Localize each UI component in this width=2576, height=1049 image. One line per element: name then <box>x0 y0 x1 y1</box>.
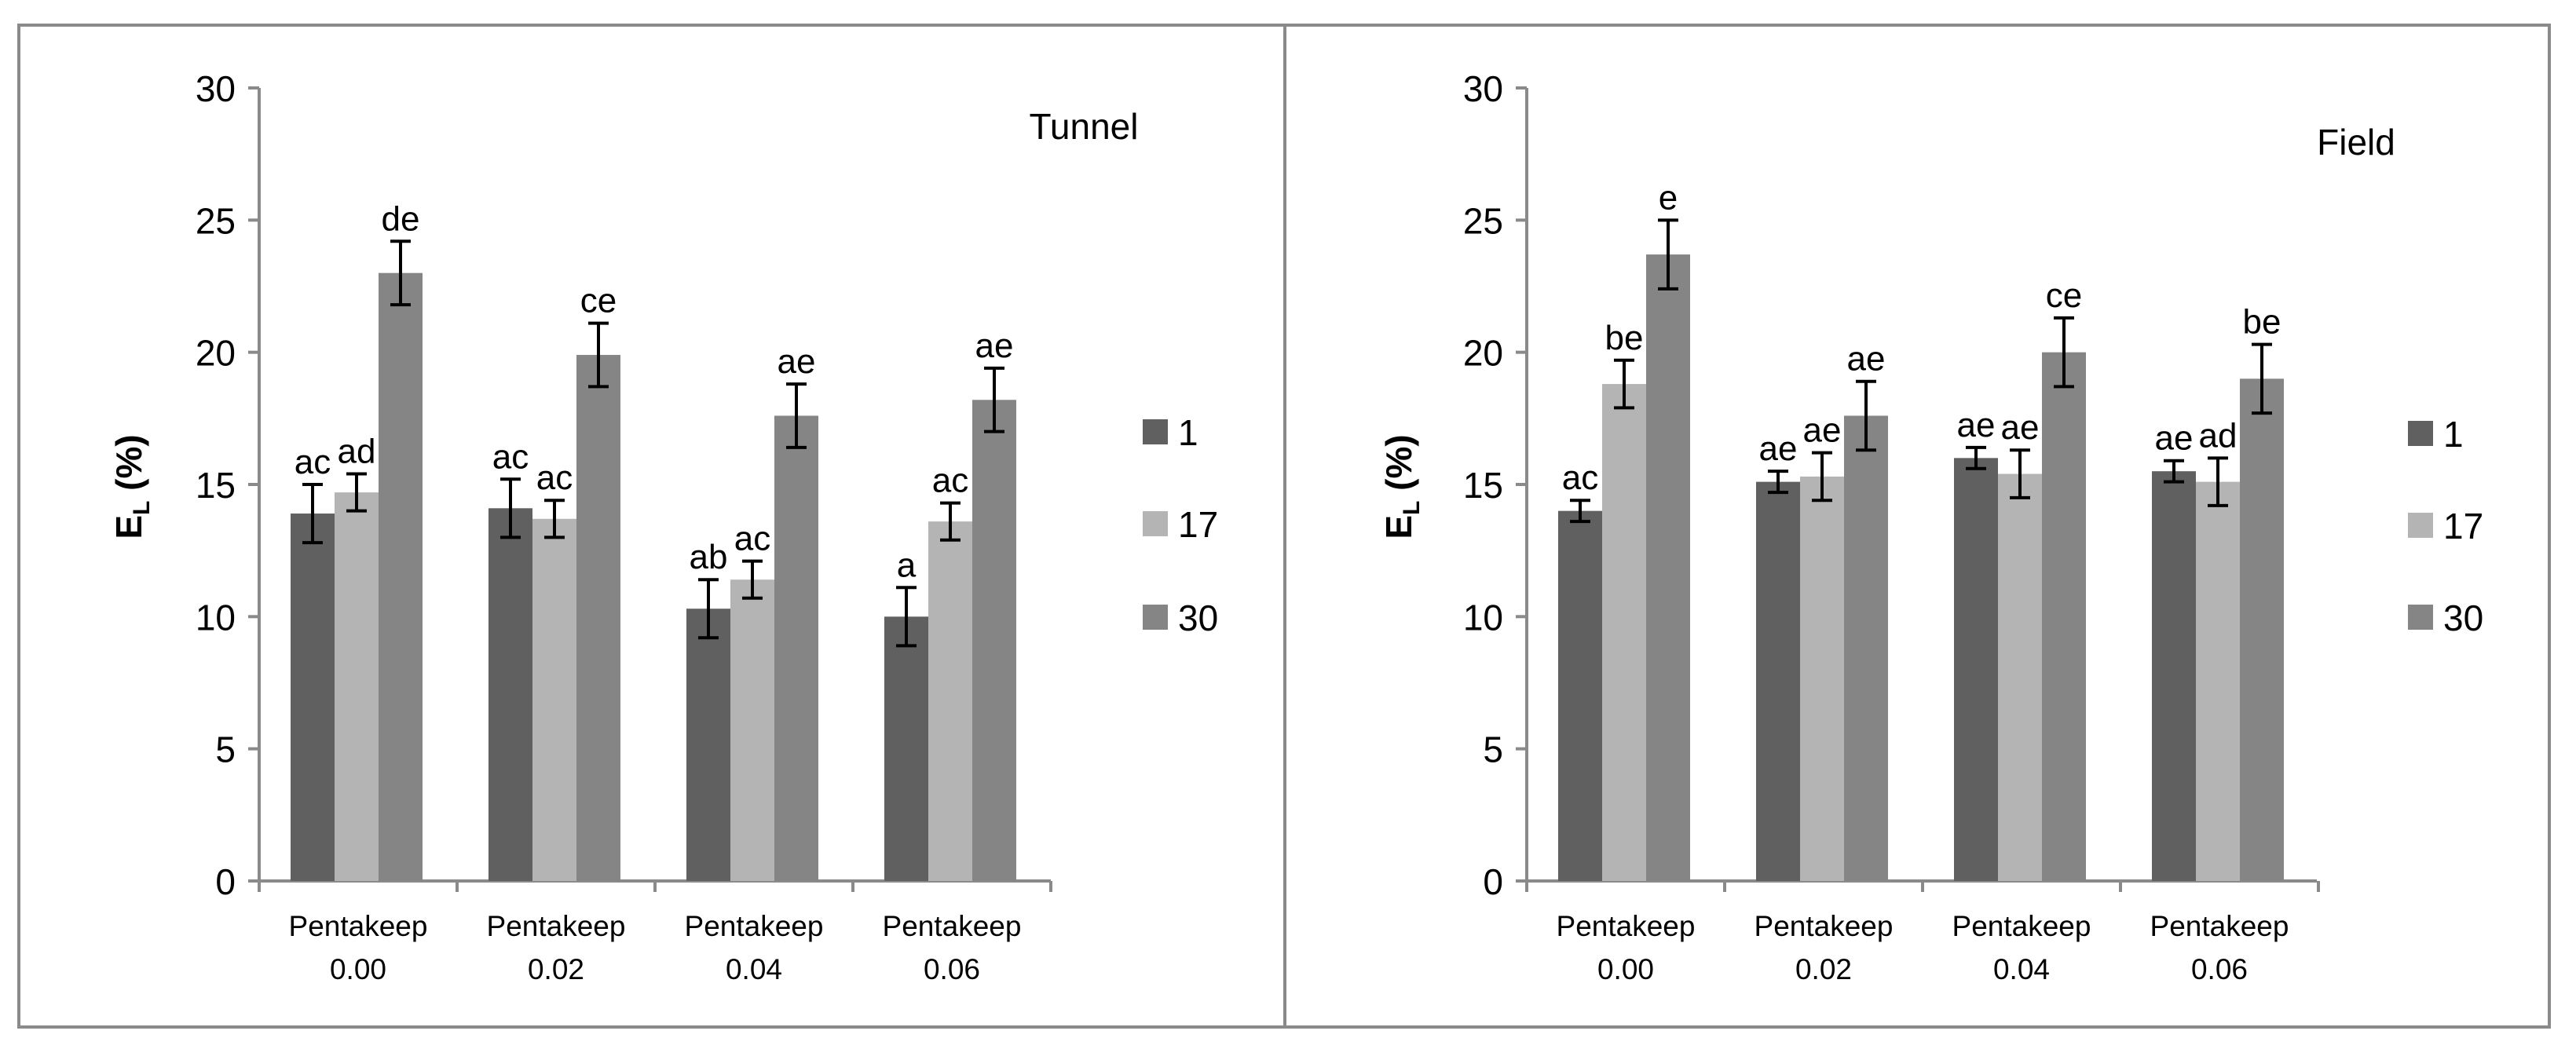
x-tick-label: Pentakeep <box>1557 910 1696 942</box>
bar-series-1 <box>2152 471 2196 881</box>
x-tick-label: 0.04 <box>726 953 782 985</box>
legend-label: 17 <box>1178 504 1218 545</box>
significance-letter: ae <box>2001 408 2040 447</box>
bar-series-30 <box>576 355 620 881</box>
significance-letter: ce <box>580 282 617 320</box>
significance-letter: ab <box>690 538 728 576</box>
significance-letter: ac <box>932 462 968 500</box>
legend-label: 1 <box>1178 412 1198 453</box>
y-tick-label: 5 <box>215 729 236 770</box>
x-tick-label: Pentakeep <box>2150 910 2289 942</box>
legend-label: 1 <box>2443 414 2464 455</box>
legend-swatch <box>2408 605 2433 630</box>
bar-series-30 <box>379 272 423 882</box>
significance-letter: ae <box>1957 406 1996 444</box>
significance-letter: ae <box>975 327 1014 365</box>
x-tick-label: Pentakeep <box>289 910 428 942</box>
significance-letter: ae <box>2155 419 2194 458</box>
bar-series-17 <box>928 521 972 881</box>
bar-series-17 <box>1800 476 1844 881</box>
legend-swatch <box>1143 605 1168 630</box>
y-tick-label: 20 <box>196 333 236 374</box>
bar-series-17 <box>532 518 576 881</box>
significance-letter: ae <box>1847 340 1886 378</box>
panel-label: Tunnel <box>1030 106 1139 147</box>
x-tick-label: Pentakeep <box>1952 910 2091 942</box>
significance-letter: ac <box>734 520 770 558</box>
legend-label: 30 <box>1178 598 1218 638</box>
bar-series-1 <box>1558 510 1602 881</box>
significance-letter: be <box>1605 319 1644 357</box>
significance-letter: a <box>897 546 917 584</box>
bar-series-17 <box>1998 473 2042 881</box>
legend-swatch <box>2408 513 2433 538</box>
y-tick-label: 15 <box>1463 465 1503 506</box>
bar-series-1 <box>488 508 532 881</box>
bar-series-30 <box>2240 378 2284 881</box>
significance-letter: ac <box>295 443 331 481</box>
legend-swatch <box>1143 419 1168 444</box>
significance-letter: ce <box>2046 276 2082 315</box>
bar-series-30 <box>1844 415 1888 881</box>
x-tick-label: Pentakeep <box>487 910 626 942</box>
significance-letter: be <box>2243 303 2281 342</box>
y-tick-label: 0 <box>1483 861 1503 902</box>
bar-series-1 <box>291 514 335 881</box>
significance-letter: ae <box>1803 411 1842 450</box>
significance-letter: ac <box>492 437 529 476</box>
significance-letter: e <box>1659 178 1678 217</box>
y-tick-label: 25 <box>196 200 236 241</box>
x-tick-label: 0.00 <box>330 953 386 985</box>
y-tick-label: 10 <box>1463 597 1503 638</box>
bar-series-1 <box>884 616 928 881</box>
x-tick-label: Pentakeep <box>685 910 824 942</box>
significance-letter: ac <box>536 459 573 497</box>
x-tick-label: Pentakeep <box>883 910 1022 942</box>
y-tick-label: 30 <box>1463 68 1503 109</box>
y-tick-label: 5 <box>1483 729 1503 770</box>
x-tick-label: 0.06 <box>2191 953 2248 985</box>
significance-letter: ae <box>1759 429 1798 468</box>
bar-series-1 <box>1756 481 1800 881</box>
x-tick-label: Pentakeep <box>1755 910 1894 942</box>
bar-series-30 <box>1646 254 1690 882</box>
bar-series-17 <box>1602 384 1646 882</box>
significance-letter: ae <box>778 342 816 381</box>
significance-letter: de <box>382 199 420 238</box>
y-tick-label: 10 <box>196 597 236 638</box>
bar-series-1 <box>1954 458 1998 881</box>
bar-series-17 <box>335 492 379 881</box>
bar-series-30 <box>774 415 818 881</box>
bar-series-1 <box>686 609 730 881</box>
panel-label: Field <box>2317 122 2395 163</box>
y-axis-label: EL (%) <box>1378 434 1425 539</box>
legend-label: 17 <box>2443 506 2483 546</box>
y-tick-label: 15 <box>196 465 236 506</box>
x-tick-label: 0.06 <box>924 953 980 985</box>
x-tick-label: 0.00 <box>1597 953 1654 985</box>
x-tick-label: 0.02 <box>1795 953 1852 985</box>
y-tick-label: 0 <box>215 861 236 902</box>
y-tick-label: 30 <box>196 68 236 109</box>
bar-series-17 <box>2196 481 2240 881</box>
y-axis-label: EL (%) <box>108 434 155 539</box>
legend-label: 30 <box>2443 598 2483 638</box>
legend-swatch <box>1143 511 1168 536</box>
panel-frame <box>1283 24 2551 1029</box>
legend-swatch <box>2408 421 2433 446</box>
significance-letter: ad <box>338 433 376 471</box>
y-tick-label: 20 <box>1463 333 1503 374</box>
significance-letter: ac <box>1562 459 1598 497</box>
significance-letter: ad <box>2199 416 2238 455</box>
x-tick-label: 0.02 <box>528 953 584 985</box>
bar-series-17 <box>730 579 774 881</box>
bar-series-30 <box>972 400 1016 881</box>
x-tick-label: 0.04 <box>1993 953 2050 985</box>
bar-series-30 <box>2042 352 2086 882</box>
y-tick-label: 25 <box>1463 200 1503 241</box>
